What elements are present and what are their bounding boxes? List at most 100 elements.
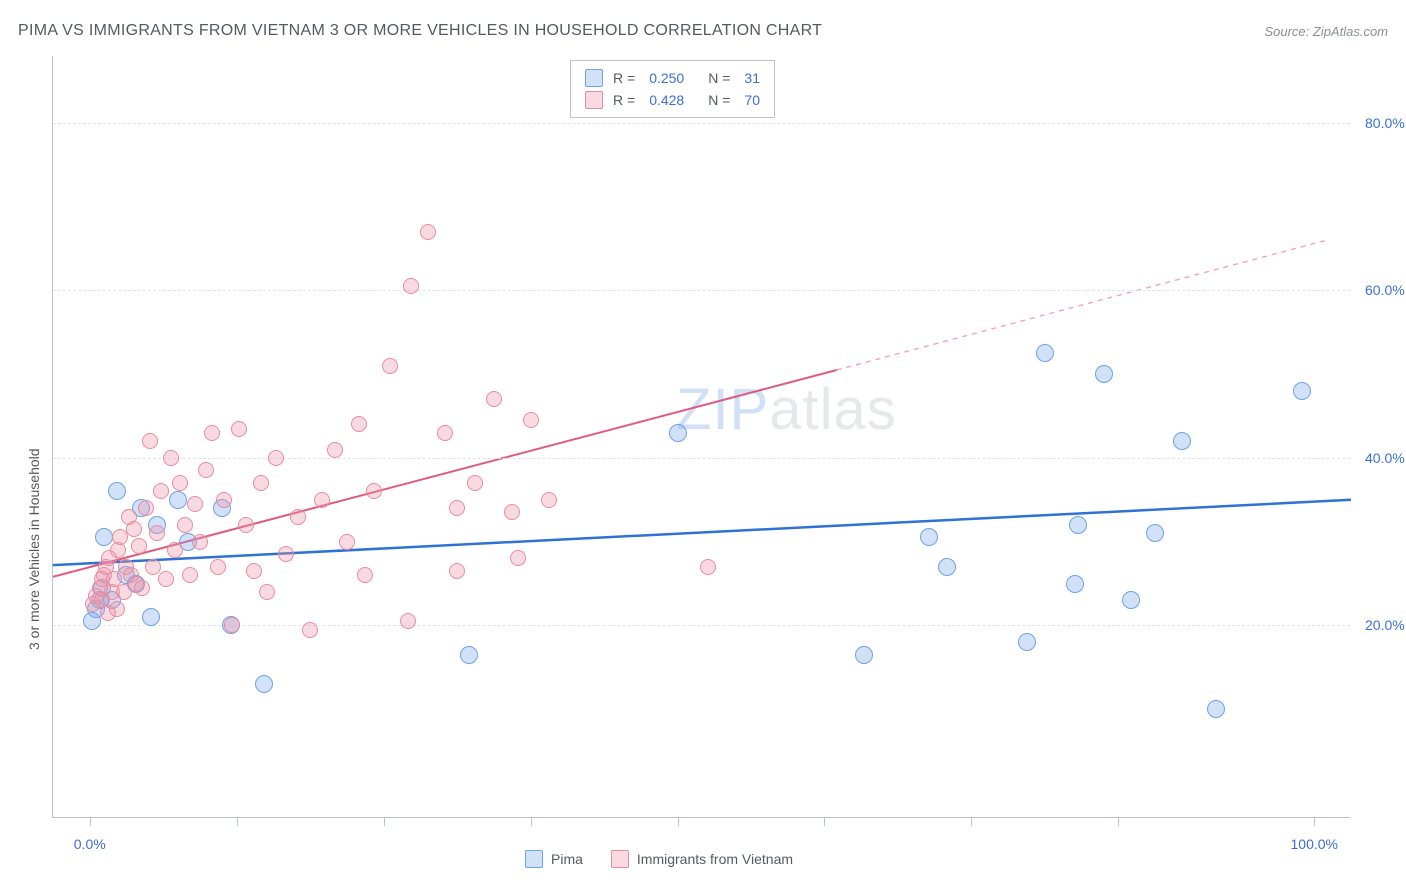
y-tick-label: 60.0% — [1365, 282, 1405, 298]
point-vietnam — [187, 496, 203, 512]
point-pima — [669, 424, 687, 442]
point-vietnam — [700, 559, 716, 575]
point-vietnam — [268, 450, 284, 466]
point-vietnam — [357, 567, 373, 583]
point-vietnam — [158, 571, 174, 587]
point-pima — [142, 608, 160, 626]
point-pima — [1069, 516, 1087, 534]
gridline-horizontal — [53, 290, 1350, 291]
legend-stats: R = 0.250 N = 31 R = 0.428 N = 70 — [570, 60, 775, 118]
point-vietnam — [467, 475, 483, 491]
point-vietnam — [290, 509, 306, 525]
legend-swatch-pima — [525, 850, 543, 868]
y-axis-label: 3 or more Vehicles in Household — [26, 449, 42, 651]
legend-r-value: 0.428 — [649, 92, 684, 108]
point-pima — [95, 528, 113, 546]
point-vietnam — [198, 462, 214, 478]
point-pima — [920, 528, 938, 546]
point-vietnam — [366, 483, 382, 499]
point-vietnam — [163, 450, 179, 466]
legend-swatch-pima — [585, 69, 603, 87]
legend-stat-row-vietnam: R = 0.428 N = 70 — [585, 89, 760, 111]
point-vietnam — [400, 613, 416, 629]
point-vietnam — [126, 521, 142, 537]
point-pima — [169, 491, 187, 509]
legend-series: PimaImmigrants from Vietnam — [525, 850, 793, 868]
point-vietnam — [134, 580, 150, 596]
source-attribution: Source: ZipAtlas.com — [1264, 24, 1388, 39]
y-tick-label: 40.0% — [1365, 450, 1405, 466]
point-vietnam — [142, 433, 158, 449]
x-tick — [1314, 818, 1315, 826]
legend-swatch-vietnam — [585, 91, 603, 109]
title-bar: PIMA VS IMMIGRANTS FROM VIETNAM 3 OR MOR… — [18, 22, 1388, 40]
legend-item-pima: Pima — [525, 850, 583, 868]
legend-label: Pima — [551, 851, 583, 867]
point-vietnam — [238, 517, 254, 533]
trend-lines-svg — [53, 56, 1351, 818]
gridline-horizontal — [53, 123, 1350, 124]
point-pima — [1293, 382, 1311, 400]
x-tick — [384, 818, 385, 826]
point-vietnam — [449, 563, 465, 579]
point-vietnam — [182, 567, 198, 583]
gridline-horizontal — [53, 625, 1350, 626]
point-pima — [855, 646, 873, 664]
point-vietnam — [420, 224, 436, 240]
legend-r-label: R = — [613, 70, 635, 86]
x-tick — [1118, 818, 1119, 826]
point-vietnam — [339, 534, 355, 550]
point-vietnam — [210, 559, 226, 575]
legend-r-label: R = — [613, 92, 635, 108]
x-tick — [971, 818, 972, 826]
legend-n-value: 31 — [744, 70, 760, 86]
point-vietnam — [216, 492, 232, 508]
gridline-horizontal — [53, 458, 1350, 459]
y-tick-label: 20.0% — [1365, 617, 1405, 633]
point-vietnam — [246, 563, 262, 579]
chart-title: PIMA VS IMMIGRANTS FROM VIETNAM 3 OR MOR… — [18, 22, 822, 40]
point-vietnam — [153, 483, 169, 499]
legend-swatch-vietnam — [611, 850, 629, 868]
point-vietnam — [149, 525, 165, 541]
point-vietnam — [541, 492, 557, 508]
point-pima — [1146, 524, 1164, 542]
point-pima — [1173, 432, 1191, 450]
x-tick — [678, 818, 679, 826]
point-vietnam — [351, 416, 367, 432]
point-vietnam — [192, 534, 208, 550]
point-vietnam — [486, 391, 502, 407]
point-vietnam — [172, 475, 188, 491]
plot-area: ZIPatlas 20.0%40.0%60.0%80.0%0.0%100.0% — [52, 56, 1350, 818]
trend-line — [837, 240, 1327, 370]
x-tick — [90, 818, 91, 826]
legend-r-value: 0.250 — [649, 70, 684, 86]
x-tick — [824, 818, 825, 826]
point-pima — [460, 646, 478, 664]
legend-stat-row-pima: R = 0.250 N = 31 — [585, 67, 760, 89]
legend-n-label: N = — [708, 70, 730, 86]
x-tick-label: 100.0% — [1291, 836, 1338, 852]
legend-n-value: 70 — [744, 92, 760, 108]
point-vietnam — [177, 517, 193, 533]
point-vietnam — [259, 584, 275, 600]
point-pima — [1018, 633, 1036, 651]
point-vietnam — [437, 425, 453, 441]
point-vietnam — [204, 425, 220, 441]
point-vietnam — [253, 475, 269, 491]
point-vietnam — [145, 559, 161, 575]
point-vietnam — [224, 617, 240, 633]
point-vietnam — [504, 504, 520, 520]
point-vietnam — [314, 492, 330, 508]
watermark-atlas: atlas — [769, 377, 897, 442]
y-tick-label: 80.0% — [1365, 115, 1405, 131]
point-vietnam — [302, 622, 318, 638]
point-pima — [938, 558, 956, 576]
point-vietnam — [131, 538, 147, 554]
point-vietnam — [510, 550, 526, 566]
x-tick — [531, 818, 532, 826]
legend-n-label: N = — [708, 92, 730, 108]
watermark-zip: ZIP — [676, 377, 769, 442]
point-vietnam — [327, 442, 343, 458]
point-vietnam — [403, 278, 419, 294]
